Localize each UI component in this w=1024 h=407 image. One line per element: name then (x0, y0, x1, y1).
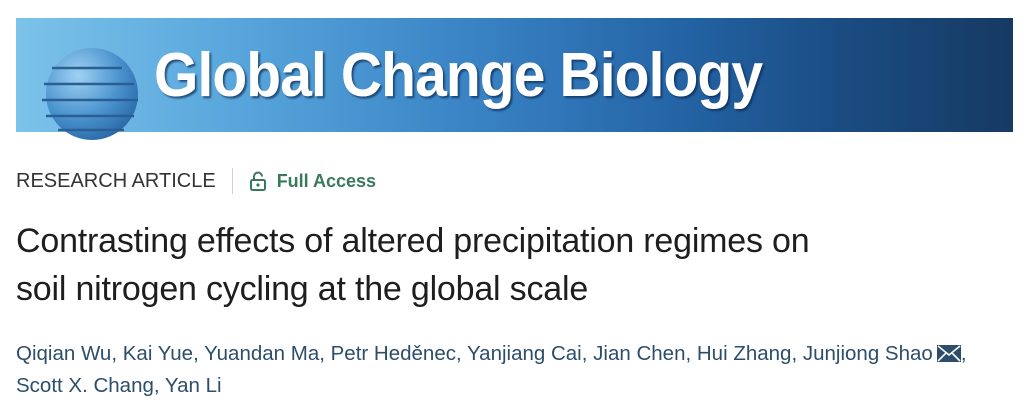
separator: , (581, 342, 594, 365)
separator: , (791, 342, 803, 365)
author-link[interactable]: Scott X. Chang (16, 374, 154, 397)
separator: , (960, 342, 967, 365)
separator: , (319, 342, 331, 365)
author-link[interactable]: Kai Yue (122, 342, 194, 365)
title-line-2: soil nitrogen cycling at the global scal… (16, 270, 589, 308)
separator: , (111, 342, 123, 365)
striped-globe-icon (42, 48, 138, 140)
journal-banner[interactable]: Global Change Biology (16, 18, 1013, 140)
author-link-corresponding[interactable]: Junjiong Shao (802, 342, 933, 365)
article-meta: RESEARCH ARTICLE Full Access (16, 168, 376, 194)
unlocked-padlock-icon (249, 171, 266, 191)
divider (231, 168, 233, 194)
title-line-1: Contrasting effects of altered precipita… (16, 222, 810, 260)
separator: , (455, 342, 468, 365)
author-link[interactable]: Petr Heděnec (330, 342, 456, 365)
access-badge: Full Access (276, 170, 377, 191)
article-type: RESEARCH ARTICLE (16, 169, 216, 192)
separator: , (685, 342, 697, 365)
separator: , (153, 374, 165, 397)
author-link[interactable]: Jian Chen (593, 342, 686, 365)
journal-name: Global Change Biology (154, 41, 763, 110)
article-title: Contrasting effects of altered precipita… (16, 217, 810, 313)
author-link[interactable]: Hui Zhang (696, 342, 792, 365)
author-link[interactable]: Yanjiang Cai (467, 342, 582, 365)
author-link[interactable]: Qiqian Wu (16, 342, 112, 365)
author-link[interactable]: Yuandan Ma (204, 342, 320, 365)
author-link[interactable]: Yan Li (164, 374, 222, 397)
author-list: Qiqian Wu, Kai Yue, Yuandan Ma, Petr Hed… (16, 338, 1016, 402)
envelope-icon[interactable] (936, 345, 961, 362)
separator: , (193, 342, 205, 365)
